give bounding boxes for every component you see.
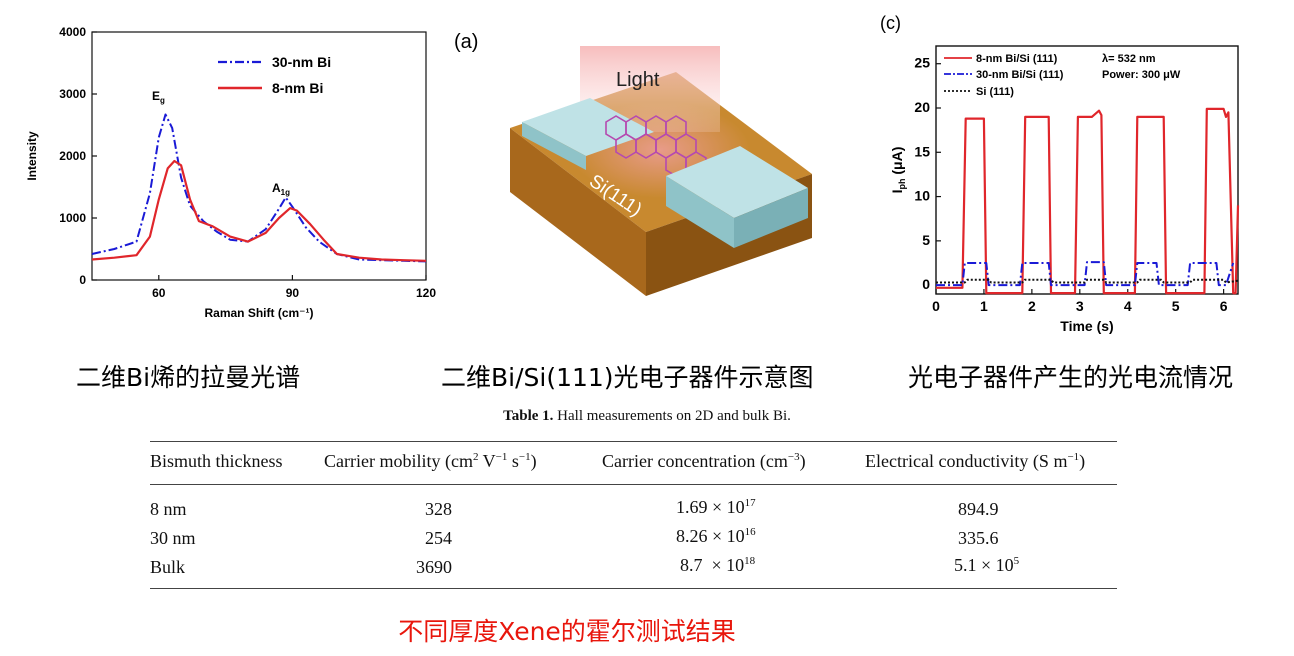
x-tick-label: 0 bbox=[932, 298, 940, 314]
table-row-thickness: 30 nm bbox=[150, 528, 196, 548]
table-top-rule bbox=[150, 441, 1117, 442]
legend-30nm-si-label: 30-nm Bi/Si (111) bbox=[976, 69, 1064, 81]
table-row-concentration: 1.69 × 1017 bbox=[676, 497, 756, 517]
left-electrode-top bbox=[522, 98, 654, 156]
legend-30nm-label: 30-nm Bi bbox=[272, 54, 331, 70]
y-tick-label: 0 bbox=[79, 273, 86, 287]
table-row-conductivity: 894.9 bbox=[958, 499, 999, 519]
y-tick-label: 20 bbox=[914, 99, 930, 115]
y-tick-label: 0 bbox=[922, 276, 930, 292]
y-tick-label: 4000 bbox=[59, 25, 86, 39]
x-tick-label: 6 bbox=[1220, 298, 1228, 314]
photocurrent-caption: 光电子器件产生的光电流情况 bbox=[908, 363, 1234, 392]
x-tick-label: 120 bbox=[416, 286, 436, 300]
table-row-mobility: 328 bbox=[425, 499, 452, 519]
x-tick-label: 60 bbox=[152, 286, 166, 300]
power-note: Power: 300 μW bbox=[1102, 69, 1181, 81]
panel-c-label: (c) bbox=[880, 13, 901, 33]
substrate-left-face bbox=[510, 128, 646, 296]
device-schematic: (a) Light Si(111) bbox=[454, 31, 812, 296]
ph-x-axis-title: Time (s) bbox=[1060, 318, 1113, 334]
table-row-concentration: 8.26 × 1016 bbox=[676, 526, 756, 546]
series-line-si-111 bbox=[936, 278, 1239, 284]
x-tick-label: 4 bbox=[1124, 298, 1132, 314]
header-thickness: Bismuth thickness bbox=[150, 451, 283, 471]
eg-peak-label: Eg bbox=[152, 89, 165, 105]
panel-a-label: (a) bbox=[454, 31, 478, 53]
raman-x-axis-title: Raman Shift (cm⁻¹) bbox=[204, 306, 313, 320]
y-tick-label: 5 bbox=[922, 232, 930, 248]
right-electrode-right-face bbox=[734, 188, 808, 248]
left-electrode-face bbox=[522, 122, 586, 170]
a1g-peak-label: A1g bbox=[272, 181, 290, 197]
raman-plot-frame bbox=[91, 31, 427, 281]
legend-8nm-si-label: 8-nm Bi/Si (111) bbox=[976, 53, 1058, 65]
header-concentration: Carrier concentration (cm−3) bbox=[602, 451, 806, 471]
hall-table: Bismuth thickness Carrier mobility (cm2 … bbox=[150, 441, 1117, 589]
light-label: Light bbox=[616, 69, 660, 91]
hall-results-note: 不同厚度Xene的霍尔测试结果 bbox=[398, 617, 736, 646]
photocurrent-plot-frame bbox=[935, 45, 1239, 295]
y-tick-label: 1000 bbox=[59, 211, 86, 225]
table-row-conductivity: 335.6 bbox=[958, 528, 999, 548]
table-row-mobility: 254 bbox=[425, 528, 452, 548]
x-tick-label: 90 bbox=[286, 286, 300, 300]
table-row-thickness: 8 nm bbox=[150, 499, 187, 519]
raman-y-axis-title: Intensity bbox=[25, 131, 39, 181]
series-line-30-nm-bi-si-111 bbox=[936, 261, 1235, 287]
legend-si-label: Si (111) bbox=[976, 86, 1014, 98]
series-line-30-nm-bi bbox=[91, 113, 427, 263]
table-row-thickness: Bulk bbox=[150, 557, 186, 577]
x-tick-label: 3 bbox=[1076, 298, 1084, 314]
table-bottom-rule bbox=[150, 588, 1117, 589]
raman-chart: 0 1000 2000 3000 4000 60 90 120 30-nm Bi 8-nm … bbox=[25, 25, 436, 320]
x-tick-label: 2 bbox=[1028, 298, 1036, 314]
table-row-conductivity: 5.1 × 105 bbox=[954, 555, 1020, 575]
x-tick-label: 5 bbox=[1172, 298, 1180, 314]
right-electrode-left-face bbox=[666, 176, 734, 248]
x-tick-label: 1 bbox=[980, 298, 988, 314]
wavelength-note: λ= 532 nm bbox=[1102, 53, 1156, 65]
y-tick-label: 15 bbox=[914, 143, 930, 159]
table-title: Table 1. Hall measurements on 2D and bul… bbox=[503, 408, 791, 424]
table-header-rule bbox=[150, 484, 1117, 485]
right-electrode-top bbox=[666, 146, 808, 218]
table-row-mobility: 3690 bbox=[416, 557, 452, 577]
header-mobility: Carrier mobility (cm2 V−1 s−1) bbox=[324, 451, 537, 471]
table-row-concentration: 8.7 × 1018 bbox=[680, 555, 756, 575]
device-caption: 二维Bi/Si(111)光电子器件示意图 bbox=[441, 363, 814, 392]
legend-8nm-label: 8-nm Bi bbox=[272, 80, 323, 96]
y-tick-label: 25 bbox=[914, 55, 930, 71]
y-tick-label: 3000 bbox=[59, 87, 86, 101]
y-tick-label: 2000 bbox=[59, 149, 86, 163]
series-line-8-nm-bi-si-111 bbox=[936, 107, 1240, 295]
y-tick-label: 10 bbox=[914, 188, 930, 204]
raman-caption: 二维Bi烯的拉曼光谱 bbox=[76, 363, 301, 392]
header-conductivity: Electrical conductivity (S m−1) bbox=[865, 451, 1086, 471]
ph-y-axis-title: Iph (μA) bbox=[889, 147, 907, 194]
series-line-8-nm-bi bbox=[91, 159, 427, 262]
